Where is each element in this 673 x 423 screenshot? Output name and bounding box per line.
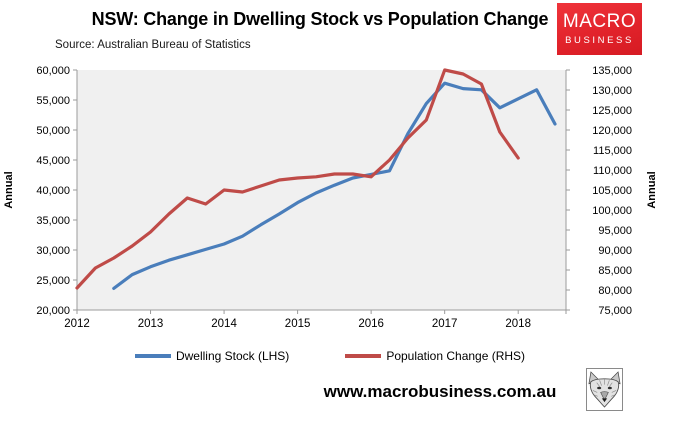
chart-plot: 60,000 55,000 50,000 45,000 40,000 35,000 30,0… bbox=[3, 65, 658, 330]
legend-line-swatch bbox=[345, 354, 382, 358]
right-axis-tick-label: 100,000 bbox=[592, 205, 632, 217]
logo-text-business: BUSINESS bbox=[565, 35, 634, 46]
right-axis-tick-label: 105,000 bbox=[592, 185, 632, 197]
left-axis-tick-label: 55,000 bbox=[36, 95, 70, 107]
x-axis-tick-label: 2013 bbox=[138, 318, 164, 330]
left-axis-tick-label: 35,000 bbox=[36, 215, 70, 227]
source-note: Source: Australian Bureau of Statistics bbox=[55, 39, 251, 51]
left-axis-tick-label: 60,000 bbox=[36, 65, 70, 77]
left-axis-title: Annual bbox=[3, 171, 15, 208]
left-axis-tick-label: 45,000 bbox=[36, 155, 70, 167]
x-axis-tick-label: 2012 bbox=[64, 318, 90, 330]
macrobusiness-logo: MACRO BUSINESS bbox=[557, 3, 642, 55]
legend-line-swatch bbox=[134, 354, 171, 358]
right-axis-tick-label: 115,000 bbox=[593, 145, 632, 157]
right-axis-tick-label: 120,000 bbox=[592, 125, 632, 137]
legend-label: Population Change (RHS) bbox=[386, 349, 526, 363]
series-line-0 bbox=[112, 81, 557, 290]
left-axis-tick-label: 30,000 bbox=[36, 245, 70, 257]
right-axis-tick-label: 135,000 bbox=[592, 65, 632, 77]
x-axis-tick-label: 2018 bbox=[505, 318, 531, 330]
right-axis-tick-label: 130,000 bbox=[592, 85, 632, 97]
x-axis-tick-label: 2014 bbox=[211, 318, 237, 330]
series-line-1 bbox=[75, 68, 520, 290]
left-axis-tick-label: 25,000 bbox=[36, 275, 70, 287]
website-url: www.macrobusiness.com.au bbox=[323, 382, 557, 401]
left-axis-tick-label: 50,000 bbox=[36, 125, 70, 137]
chart-title: NSW: Change in Dwelling Stock vs Populat… bbox=[91, 9, 549, 29]
right-axis-tick-label: 75,000 bbox=[598, 305, 632, 317]
wolf-emblem bbox=[586, 368, 623, 411]
logo-text-macro: MACRO bbox=[562, 11, 637, 32]
legend-item: Population Change (RHS) bbox=[345, 349, 525, 363]
left-axis-tick-label: 20,000 bbox=[36, 305, 70, 317]
x-axis-tick-label: 2017 bbox=[432, 318, 458, 330]
right-axis-tick-label: 95,000 bbox=[598, 225, 632, 237]
legend-item: Dwelling Stock (LHS) bbox=[134, 349, 290, 363]
left-axis-tick-label: 40,000 bbox=[36, 185, 70, 197]
right-axis-tick-label: 85,000 bbox=[598, 265, 632, 277]
right-axis-tick-label: 125,000 bbox=[592, 105, 632, 117]
legend-label: Dwelling Stock (LHS) bbox=[175, 349, 290, 363]
right-axis-title: Annual bbox=[646, 171, 658, 208]
x-axis-tick-label: 2016 bbox=[358, 318, 384, 330]
x-axis-tick-label: 2015 bbox=[285, 318, 311, 330]
wolf-icon bbox=[588, 371, 621, 408]
chart-legend: Dwelling Stock (LHS) Population Change (R… bbox=[0, 347, 660, 365]
right-axis-tick-label: 90,000 bbox=[598, 245, 632, 257]
right-axis-tick-label: 80,000 bbox=[598, 285, 632, 297]
right-axis-tick-label: 110,000 bbox=[593, 165, 632, 177]
